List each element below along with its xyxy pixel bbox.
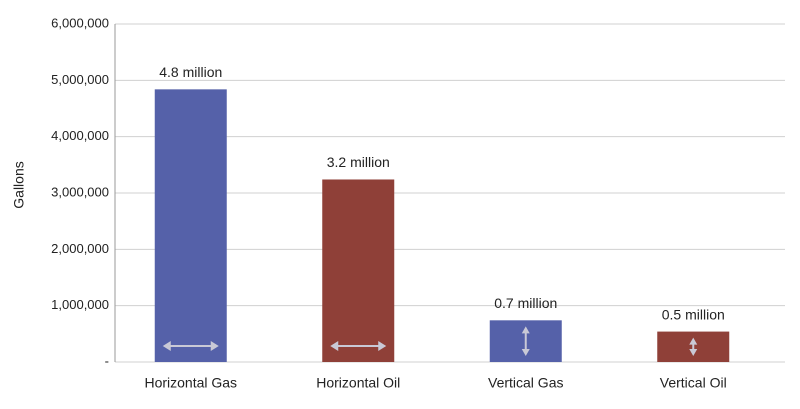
y-tick-label: 5,000,000 (51, 72, 109, 87)
y-axis-label: Gallons (11, 161, 27, 208)
bar (154, 89, 227, 362)
x-tick-label: Vertical Gas (488, 375, 563, 391)
y-tick-label: 4,000,000 (51, 128, 109, 143)
arrow-head (521, 326, 530, 356)
y-tick-label: - (105, 353, 109, 368)
bar (322, 179, 395, 362)
arrow-head (689, 337, 698, 356)
data-label: 4.8 million (159, 64, 222, 80)
x-tick-label: Vertical Oil (660, 375, 727, 391)
data-label: 0.7 million (494, 295, 557, 311)
x-tick-label: Horizontal Gas (144, 375, 237, 391)
data-label: 0.5 million (662, 306, 725, 322)
y-tick-label: 6,000,000 (51, 15, 109, 30)
data-label: 3.2 million (327, 154, 390, 170)
y-tick-label: 1,000,000 (51, 297, 109, 312)
y-tick-label: 2,000,000 (51, 241, 109, 256)
y-tick-label: 3,000,000 (51, 184, 109, 199)
x-tick-label: Horizontal Oil (316, 375, 400, 391)
